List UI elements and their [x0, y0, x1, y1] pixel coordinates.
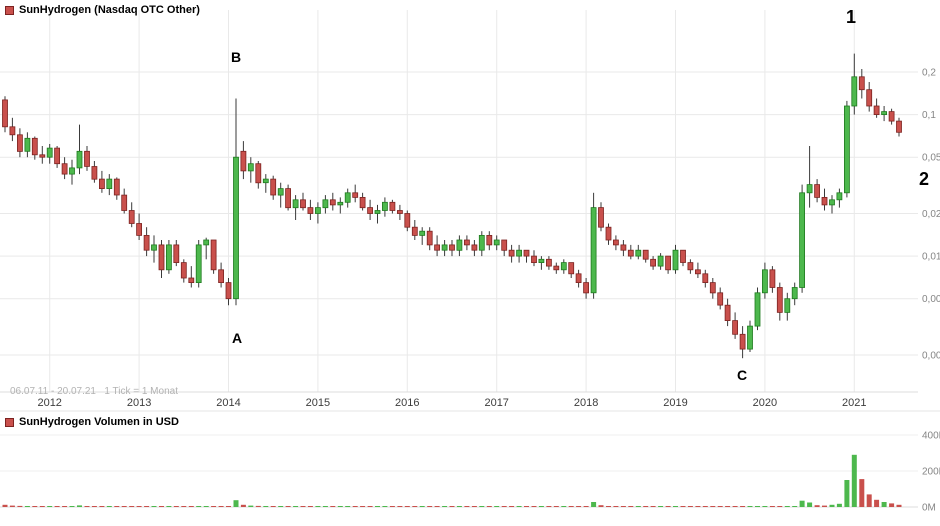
svg-text:0,002: 0,002	[922, 351, 940, 362]
price-chart-title: SunHydrogen (Nasdaq OTC Other)	[19, 4, 200, 16]
svg-text:0,05: 0,05	[922, 153, 940, 164]
svg-text:0,005: 0,005	[922, 294, 940, 305]
svg-text:2020: 2020	[753, 397, 777, 409]
svg-text:2018: 2018	[574, 397, 598, 409]
svg-text:200M: 200M	[922, 467, 940, 478]
svg-text:2015: 2015	[306, 397, 330, 409]
svg-text:0,01: 0,01	[922, 252, 940, 263]
volume-chart-legend: SunHydrogen Volumen in USD	[5, 416, 179, 428]
wave-annotation-2: 2	[919, 169, 930, 189]
wave-annotation-1: 1	[846, 7, 857, 27]
svg-text:0,2: 0,2	[922, 68, 936, 79]
svg-text:2016: 2016	[395, 397, 419, 409]
volume-legend-swatch-icon	[5, 417, 14, 427]
svg-text:2021: 2021	[842, 397, 866, 409]
svg-text:0M: 0M	[922, 503, 936, 514]
svg-text:2019: 2019	[663, 397, 687, 409]
price-chart-legend: SunHydrogen (Nasdaq OTC Other)	[5, 4, 200, 16]
wave-annotation-c: C	[737, 367, 748, 383]
chart-range-info: 06.07.11 - 20.07.21 1 Tick = 1 Monat	[10, 386, 178, 397]
svg-text:0,1: 0,1	[922, 110, 936, 121]
svg-text:2013: 2013	[127, 397, 151, 409]
price-legend-swatch-icon	[5, 5, 14, 15]
svg-text:0,02: 0,02	[922, 209, 940, 220]
svg-text:2014: 2014	[216, 397, 240, 409]
volume-chart-title: SunHydrogen Volumen in USD	[19, 416, 179, 428]
svg-text:2017: 2017	[484, 397, 508, 409]
svg-text:400M: 400M	[922, 431, 940, 442]
wave-annotation-b: B	[231, 49, 242, 65]
wave-annotation-a: A	[232, 330, 243, 346]
svg-text:2012: 2012	[37, 397, 61, 409]
